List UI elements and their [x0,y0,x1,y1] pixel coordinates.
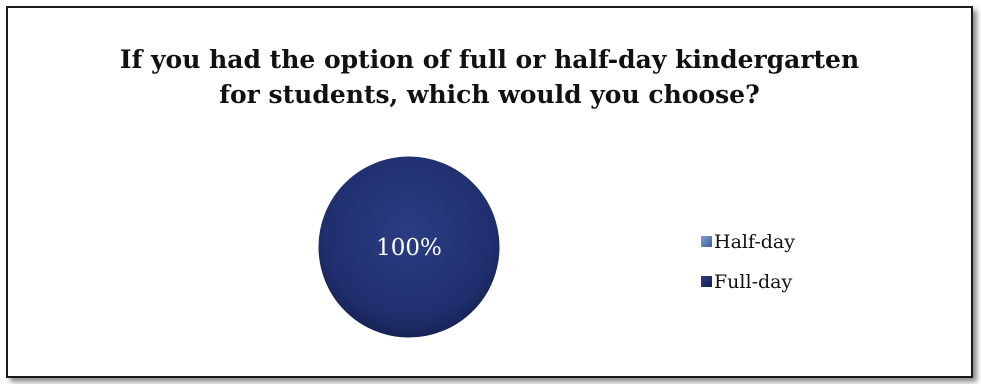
legend-item-half-day: Half-day [701,231,795,253]
legend-label-full-day: Full-day [714,271,792,293]
legend-label-half-day: Half-day [714,231,795,253]
legend-swatch-half-day [701,236,712,247]
legend-swatch-full-day [701,276,712,287]
data-label-full-day: 100% [376,235,442,261]
pie-slice-full-day [317,155,501,339]
pie-slices [317,155,501,339]
pie-data-labels: 100% [376,235,442,261]
legend: Half-day Full-day [701,231,795,293]
chart-frame: If you had the option of full or half-da… [6,6,973,378]
legend-item-full-day: Full-day [701,271,792,293]
chart-title-line-1: If you had the option of full or half-da… [119,45,860,74]
chart-title: If you had the option of full or half-da… [8,42,971,112]
chart-title-line-2: for students, which would you choose? [219,80,760,109]
